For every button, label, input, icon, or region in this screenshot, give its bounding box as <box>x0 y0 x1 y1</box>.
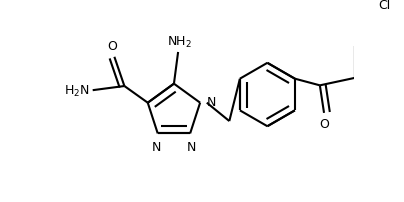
Text: NH$_2$: NH$_2$ <box>167 34 192 49</box>
Text: Cl: Cl <box>378 0 390 12</box>
Text: N: N <box>207 96 216 109</box>
Text: H$_2$N: H$_2$N <box>64 83 89 98</box>
Text: N: N <box>187 140 196 153</box>
Text: O: O <box>319 117 329 130</box>
Text: O: O <box>107 40 117 53</box>
Text: N: N <box>152 140 161 153</box>
